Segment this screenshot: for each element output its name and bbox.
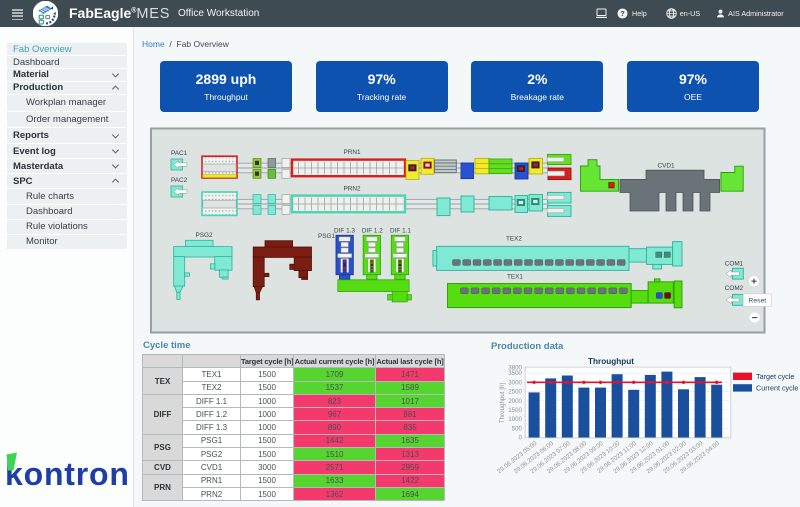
svg-text:Current cycle: Current cycle [756, 383, 798, 392]
svg-text:1500: 1500 [508, 407, 522, 414]
svg-text:PAC2: PAC2 [171, 177, 188, 184]
svg-text:500: 500 [512, 425, 523, 432]
svg-text:PRN2: PRN2 [343, 186, 360, 193]
svg-text:COM2: COM2 [725, 285, 744, 292]
svg-text:3800: 3800 [508, 365, 522, 372]
svg-text:kontron: kontron [5, 456, 130, 492]
svg-text:Throughput: Throughput [588, 357, 634, 366]
svg-text:DIF 1.2: DIF 1.2 [362, 228, 383, 235]
svg-text:0: 0 [519, 435, 523, 442]
svg-text:3500: 3500 [508, 370, 522, 377]
svg-text:?: ? [620, 9, 625, 18]
svg-text:PSG2: PSG2 [195, 232, 212, 239]
svg-text:TEX2: TEX2 [506, 236, 522, 243]
svg-text:PRN1: PRN1 [343, 149, 360, 156]
svg-text:CVD1: CVD1 [657, 163, 674, 170]
svg-text:COM1: COM1 [725, 261, 744, 268]
svg-text:3000: 3000 [508, 379, 522, 386]
svg-text:PAC1: PAC1 [171, 150, 188, 157]
svg-text:DIF 1.3: DIF 1.3 [334, 228, 355, 235]
svg-text:PSG1: PSG1 [318, 233, 335, 240]
svg-text:TEX1: TEX1 [507, 274, 523, 281]
svg-text:Target cycle: Target cycle [756, 372, 794, 381]
svg-text:Reset: Reset [748, 298, 766, 305]
svg-text:2500: 2500 [508, 389, 522, 396]
svg-text:Throughput [h]: Throughput [h] [499, 383, 506, 424]
svg-text:1000: 1000 [508, 416, 522, 423]
svg-text:2000: 2000 [508, 398, 522, 405]
svg-text:DIF 1.1: DIF 1.1 [390, 228, 411, 235]
